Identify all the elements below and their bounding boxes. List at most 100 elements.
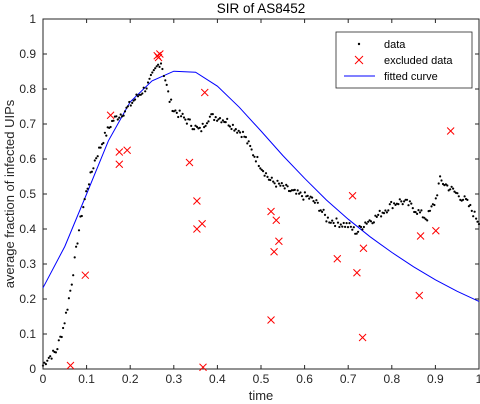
data-point xyxy=(226,118,228,120)
y-tick-label: 0.4 xyxy=(19,222,36,236)
data-point xyxy=(68,297,70,299)
data-point xyxy=(248,140,250,142)
data-point xyxy=(112,120,114,122)
data-point xyxy=(61,336,63,338)
data-point xyxy=(180,115,182,117)
data-point xyxy=(346,222,348,224)
x-tick-label: 0 xyxy=(40,372,47,386)
data-point xyxy=(166,84,168,86)
data-point xyxy=(174,109,176,111)
data-point xyxy=(389,203,391,205)
data-point xyxy=(158,66,160,68)
data-point xyxy=(384,209,386,211)
data-point xyxy=(471,210,473,212)
data-point xyxy=(88,183,90,185)
data-point xyxy=(435,197,437,199)
data-point xyxy=(311,197,313,199)
data-point xyxy=(236,132,238,134)
data-point xyxy=(402,203,404,205)
data-point xyxy=(400,200,402,202)
data-point xyxy=(160,62,162,64)
data-point xyxy=(235,128,237,130)
data-point xyxy=(451,186,453,188)
data-point xyxy=(297,189,299,191)
data-point xyxy=(347,226,349,228)
data-point xyxy=(438,182,440,184)
data-point xyxy=(315,199,317,201)
data-point xyxy=(373,221,375,223)
data-point xyxy=(82,206,84,208)
data-point xyxy=(150,74,152,76)
data-point xyxy=(76,242,78,244)
data-point xyxy=(380,215,382,217)
data-point xyxy=(131,102,133,104)
data-point xyxy=(179,110,181,112)
data-point xyxy=(253,156,255,158)
data-point xyxy=(229,125,231,127)
data-point xyxy=(84,198,86,200)
data-point xyxy=(276,180,278,182)
data-point xyxy=(314,202,316,204)
data-point xyxy=(387,209,389,211)
data-point xyxy=(281,182,283,184)
data-point xyxy=(406,199,408,201)
data-point xyxy=(420,209,422,211)
data-point xyxy=(307,195,309,197)
data-point xyxy=(430,205,432,207)
data-point xyxy=(390,201,392,203)
data-point xyxy=(176,112,178,114)
data-point xyxy=(412,207,414,209)
data-point xyxy=(75,246,77,248)
data-point xyxy=(242,131,244,133)
data-point xyxy=(433,204,435,206)
data-point xyxy=(302,199,304,201)
data-point xyxy=(265,172,267,174)
data-point xyxy=(115,115,117,117)
data-point xyxy=(274,182,276,184)
data-point xyxy=(134,98,136,100)
data-point xyxy=(419,211,421,213)
x-tick-label: 0.4 xyxy=(209,372,226,386)
data-point xyxy=(91,171,93,173)
data-point xyxy=(206,122,208,124)
data-point xyxy=(46,360,48,362)
data-point xyxy=(205,125,207,127)
data-point xyxy=(78,229,80,231)
data-point xyxy=(436,194,438,196)
data-point xyxy=(65,312,67,314)
data-point xyxy=(186,123,188,125)
data-point xyxy=(386,211,388,213)
data-point xyxy=(71,284,73,286)
x-tick-label: 0.2 xyxy=(122,372,139,386)
data-point xyxy=(407,204,409,206)
data-point xyxy=(212,113,214,115)
data-point xyxy=(110,126,112,128)
data-point xyxy=(264,175,266,177)
data-point xyxy=(295,193,297,195)
data-point xyxy=(416,213,418,215)
data-point xyxy=(58,339,60,341)
data-point xyxy=(64,322,66,324)
data-point xyxy=(128,101,130,103)
x-tick-label: 0.3 xyxy=(165,372,182,386)
y-tick-label: 0.9 xyxy=(19,47,36,61)
data-point xyxy=(366,223,368,225)
data-point xyxy=(69,290,71,292)
data-point xyxy=(135,94,137,96)
data-point xyxy=(170,99,172,101)
data-point xyxy=(81,215,83,217)
data-point xyxy=(245,136,247,138)
data-point xyxy=(169,101,171,103)
data-point xyxy=(338,226,340,228)
data-point xyxy=(271,177,273,179)
data-point xyxy=(466,199,468,201)
data-point xyxy=(232,124,234,126)
data-point xyxy=(144,90,146,92)
data-point xyxy=(317,202,319,204)
data-point xyxy=(266,176,268,178)
data-point xyxy=(72,274,74,276)
data-point xyxy=(410,203,412,205)
data-point xyxy=(219,117,221,119)
data-point xyxy=(123,115,125,117)
data-point xyxy=(207,120,209,122)
